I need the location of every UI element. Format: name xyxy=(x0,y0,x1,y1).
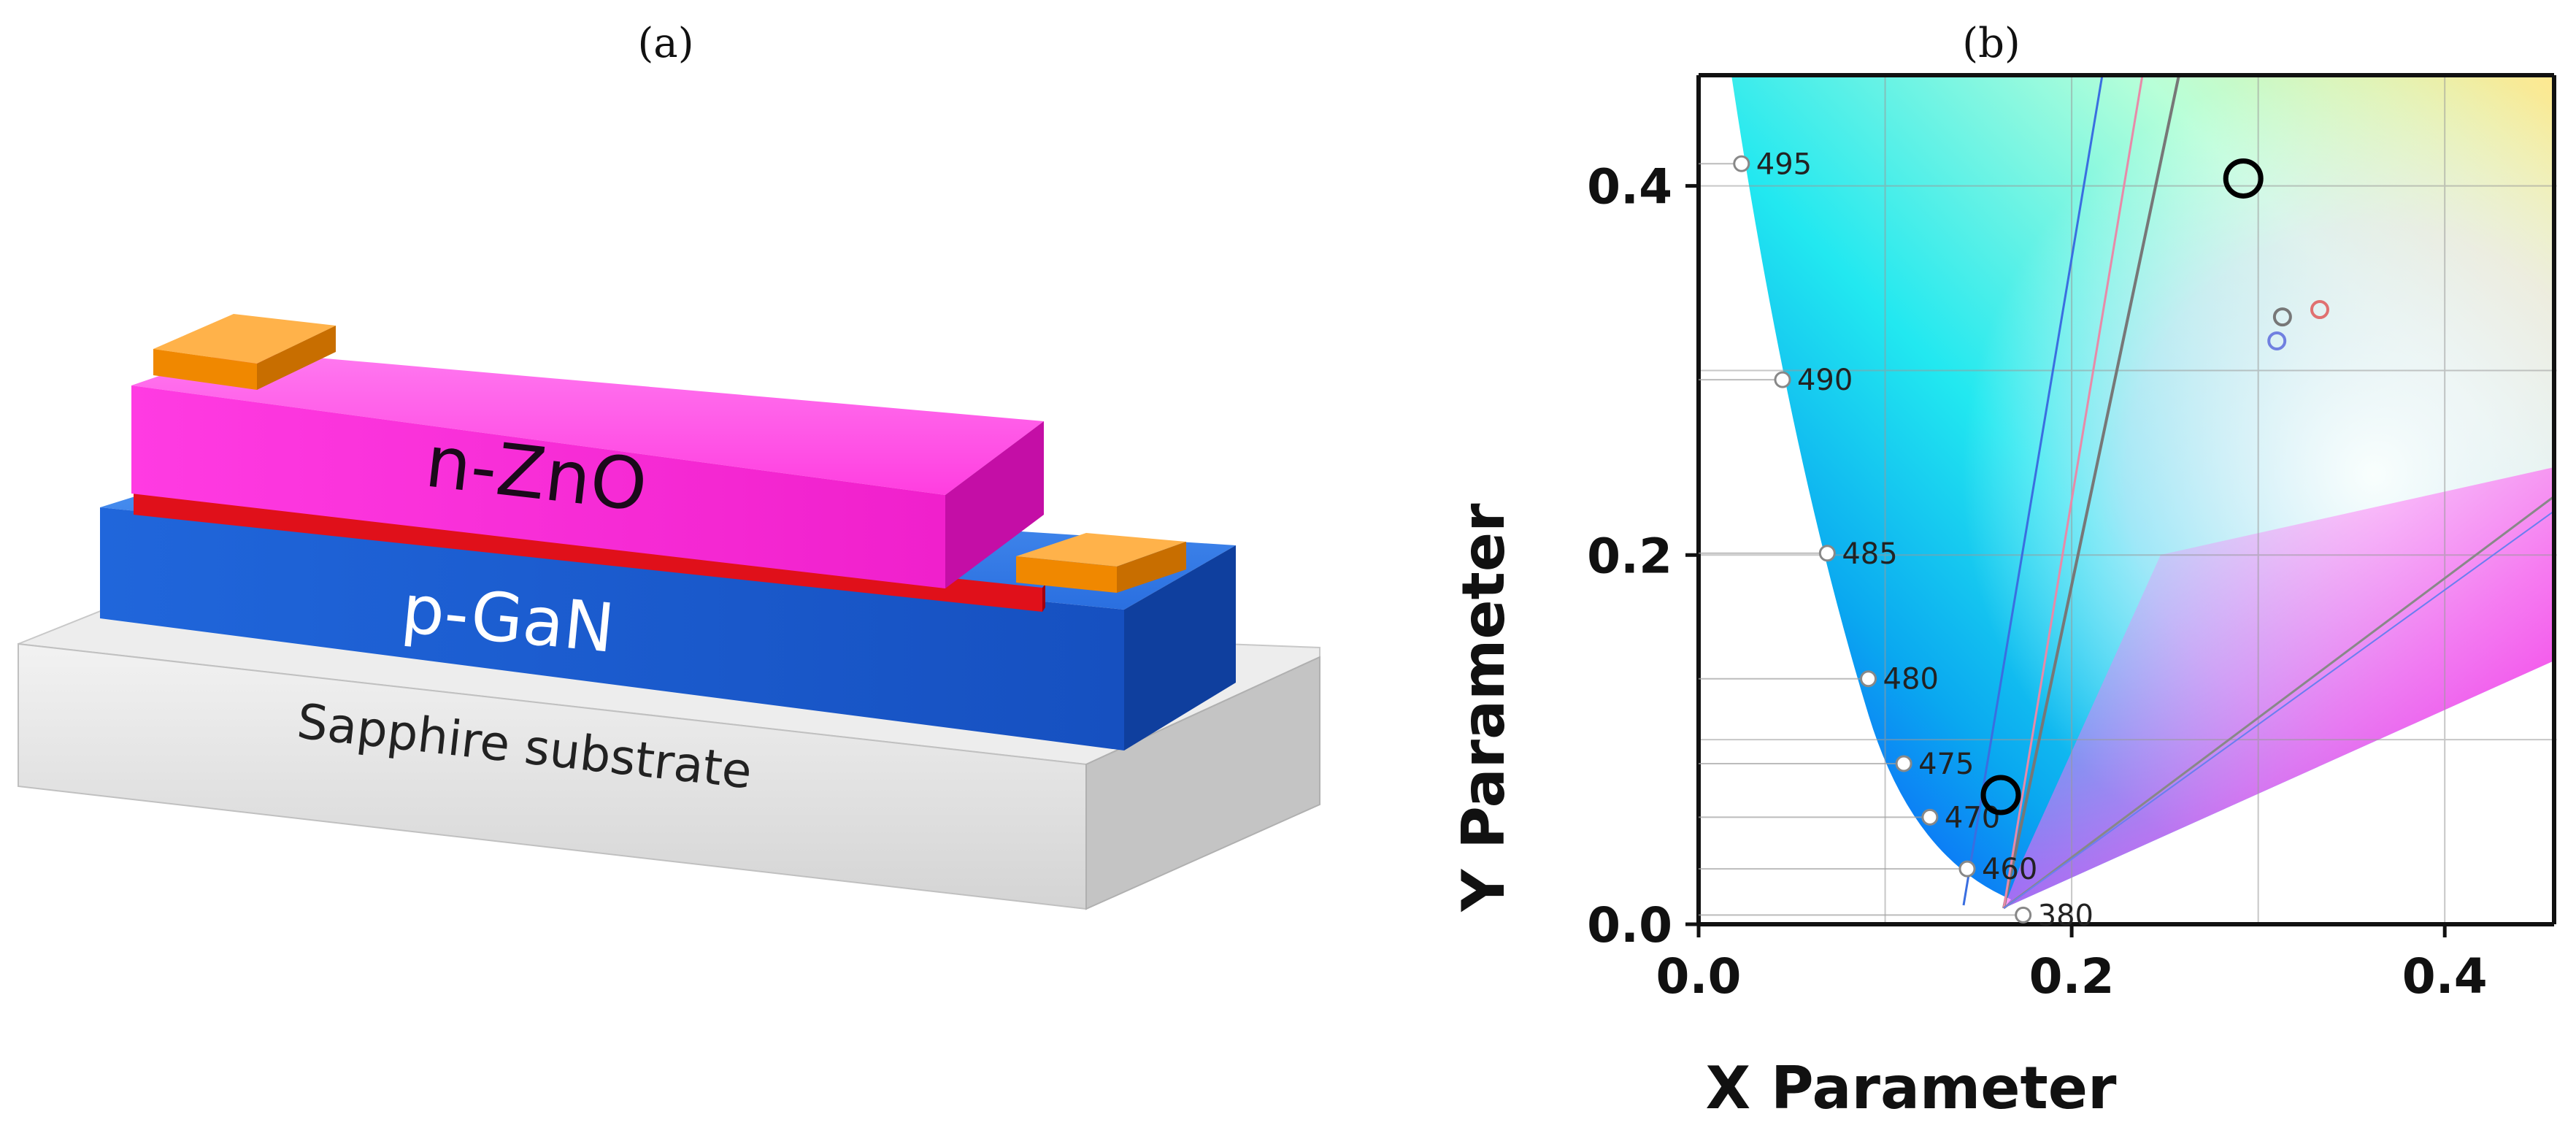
y-tick-label: 0.0 xyxy=(1587,897,1672,953)
reference-line xyxy=(2002,75,2144,909)
locus-wavelength-label: 460 xyxy=(1982,853,2037,886)
x-axis-title: X Parameter xyxy=(1705,1054,2117,1122)
reference-line xyxy=(2003,495,2554,910)
locus-point xyxy=(1921,808,1939,826)
axis-ticks: 0.0 0.2 0.4 0.0 0.2 0.4 xyxy=(1587,159,2488,1005)
locus-point xyxy=(1958,860,1976,878)
emission-point-marker xyxy=(1980,775,2021,815)
locus-wavelength-label: 495 xyxy=(1756,147,1812,181)
zno-front-face xyxy=(131,385,945,588)
x-tick-label: 0.4 xyxy=(2402,948,2488,1005)
x-tick-label: 0.0 xyxy=(1656,948,1742,1005)
contact-gan-side xyxy=(1117,542,1186,593)
reference-lines xyxy=(1962,75,2554,910)
cie-chromaticity-region xyxy=(1731,75,2554,908)
y-tick-label: 0.4 xyxy=(1587,159,1672,215)
contact-pad-zno xyxy=(153,314,336,390)
panel-b-label: (b) xyxy=(1962,20,2021,67)
locus-wavelength-label: 380 xyxy=(2038,899,2094,932)
locus-wavelength-label: 485 xyxy=(1842,537,1897,571)
locus-wavelength-label: 490 xyxy=(1797,364,1853,397)
gridlines xyxy=(1699,74,2557,924)
emission-point-marker xyxy=(2223,158,2264,199)
emission-markers xyxy=(1980,158,2264,815)
n-zno-layer: n-ZnO xyxy=(131,350,1044,588)
zno-side-face xyxy=(945,421,1044,588)
locus-point xyxy=(1818,545,1836,562)
gan-front-face xyxy=(100,507,1124,750)
reference-line xyxy=(1962,75,2104,906)
locus-wavelength-label: 480 xyxy=(1883,663,1939,696)
contact-pad-gan xyxy=(1016,533,1186,593)
cie-purple-region xyxy=(2004,467,2554,908)
locus-point xyxy=(1860,670,1877,688)
y-axis-title: Y Parameter xyxy=(1450,503,1518,913)
locus-wavelength-label: 475 xyxy=(1918,748,1974,781)
locus-point xyxy=(2015,906,2032,924)
locus-point xyxy=(1733,155,1750,172)
white-point-markers xyxy=(2267,300,2329,350)
y-tick-label: 0.2 xyxy=(1587,528,1672,584)
panel-a-label: (a) xyxy=(637,20,693,67)
interface-layer-side xyxy=(1042,584,1045,612)
reference-line xyxy=(2003,510,2554,909)
white-point-marker xyxy=(2272,307,2292,327)
zno-top-face xyxy=(131,350,1044,495)
panel-b: (b) 0.0 0.2 0.4 0.0 0.2 0.4 495 490 485 480 475 47… xyxy=(1450,20,2557,1122)
contact-gan-front xyxy=(1016,556,1117,593)
reference-line xyxy=(2002,75,2180,909)
substrate-side-face xyxy=(1085,656,1320,910)
interface-layer xyxy=(134,491,1042,612)
panel-a: (a) Sapphire substrate p-GaN n-ZnO xyxy=(18,20,1320,910)
locus-wavelength-label: 470 xyxy=(1945,801,2000,834)
locus-point xyxy=(1774,371,1791,388)
x-tick-label: 0.2 xyxy=(2029,948,2115,1005)
contact-zno-side xyxy=(257,326,336,390)
gan-side-face xyxy=(1124,545,1236,750)
white-point-marker xyxy=(2267,331,2287,350)
contact-gan-top xyxy=(1016,533,1186,567)
locus-point xyxy=(1895,755,1912,772)
contact-zno-front xyxy=(153,349,257,390)
contact-zno-top xyxy=(153,314,336,364)
white-point-marker xyxy=(2310,300,2329,320)
